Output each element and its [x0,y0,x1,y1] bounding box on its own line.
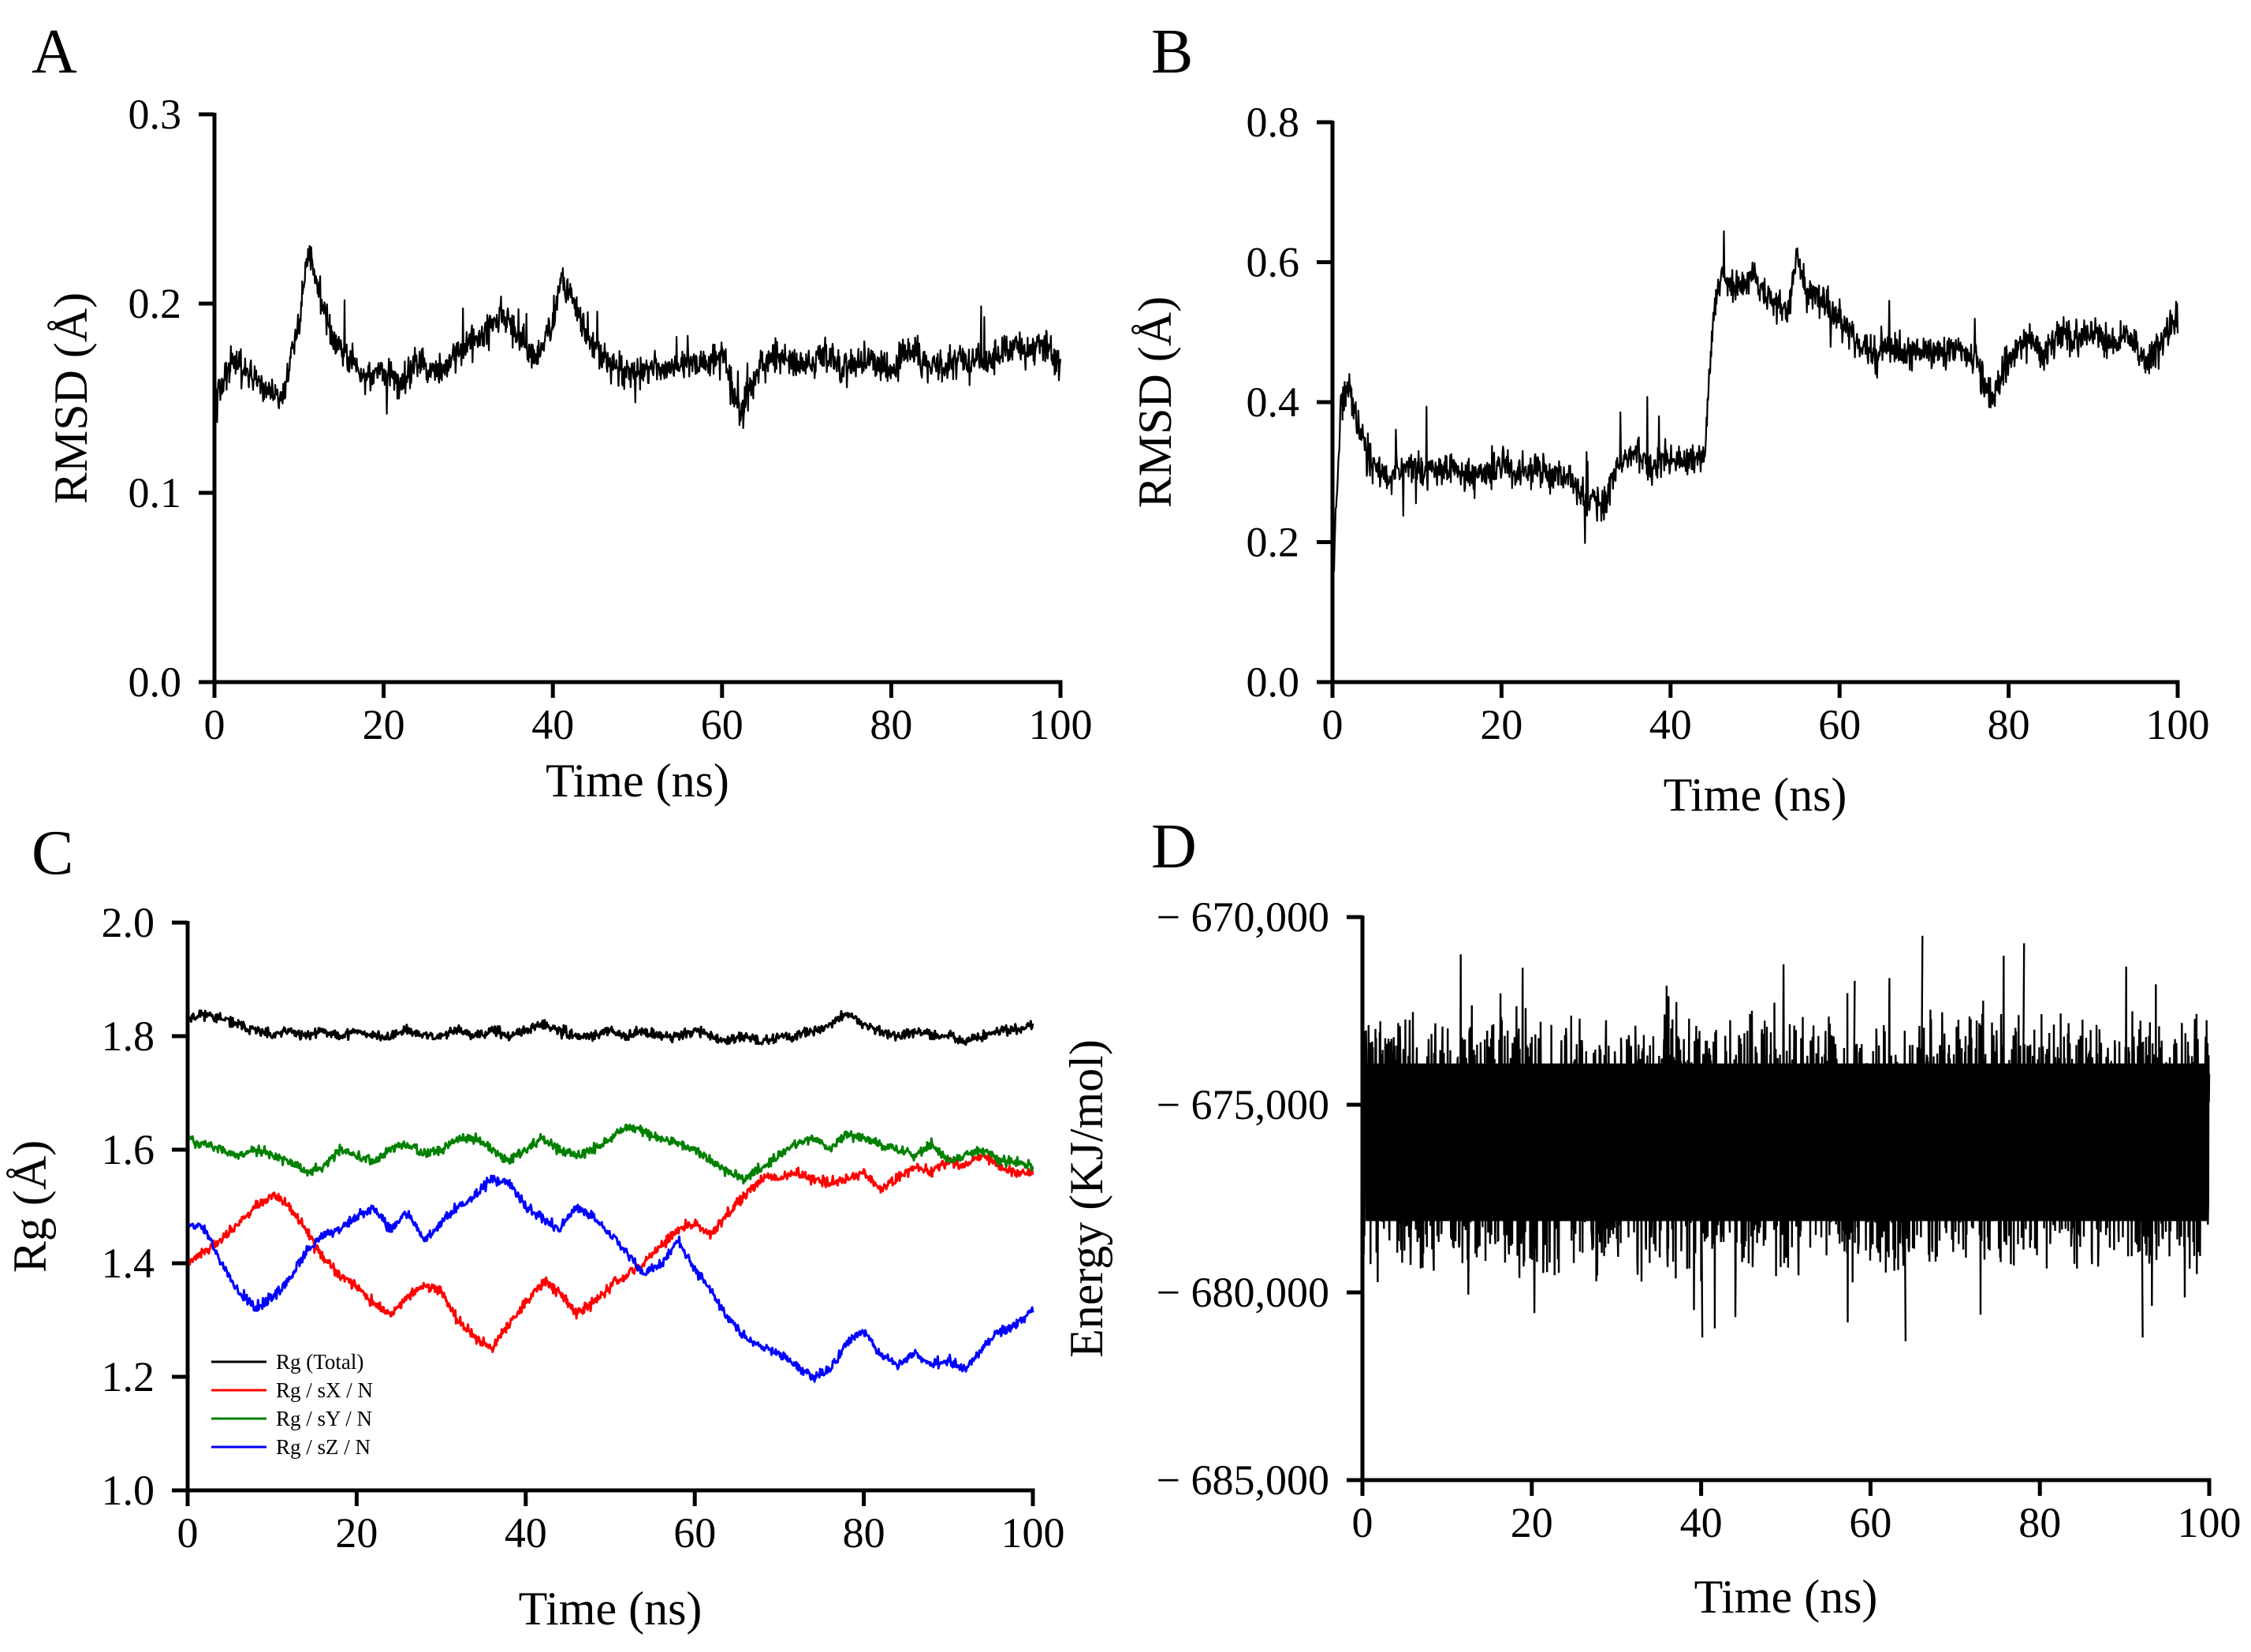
y-tick-label: 0.4 [1247,379,1300,426]
series-line [216,244,1062,430]
x-tick-label: 80 [843,1509,885,1557]
panel-label-a: A [32,17,77,87]
plot-a: 0 20 40 60 80 100 0.0 0.1 0.2 0.3 Time (ns) RMSD (Å… [45,91,1093,807]
x-tick-label: 60 [1849,1499,1891,1546]
x-tick-label: 40 [505,1509,547,1557]
y-tick-label: 1.2 [102,1353,155,1400]
y-tick-label: 1.0 [102,1467,155,1514]
y-axis-title: Rg (Å) [4,1140,56,1273]
x-tick-label: 40 [1649,701,1692,748]
panel-label-b: B [1151,17,1193,87]
x-tick-label: 60 [701,701,744,748]
y-tick-label: 0.2 [1247,519,1300,566]
legend-label: Rg / sX / N [276,1378,373,1402]
x-tick-label: 60 [673,1509,716,1557]
x-tick-label: 20 [1511,1499,1553,1546]
series-line [189,1123,1034,1185]
y-tick-label: − 680,000 [1157,1269,1329,1316]
x-tick-label: 60 [1818,701,1861,748]
y-axis-title: RMSD (Å) [45,293,97,504]
y-tick-label: 0.2 [129,280,182,327]
x-tick-label: 0 [204,701,225,748]
x-tick-label: 40 [1680,1499,1723,1546]
x-tick-label: 20 [363,701,405,748]
series-line [189,1151,1034,1353]
y-tick-label: − 675,000 [1157,1081,1329,1128]
x-tick-label: 80 [1988,701,2030,748]
series-line [1334,230,2179,576]
series-line [189,1174,1034,1383]
panel-d: D 0 20 40 60 80 100 − 685,000 − 680,000 − 675,00… [1060,812,2242,1623]
y-tick-label: 1.4 [102,1240,155,1287]
panel-label-c: C [32,819,73,888]
y-tick-label: − 670,000 [1157,893,1329,941]
plot-c: 0 20 40 60 80 100 1.0 1.2 1.4 1.6 1.8 2.0 Time (ns) R… [4,899,1065,1635]
x-axis-title: Time (ns) [1694,1571,1878,1623]
x-tick-label: 80 [870,701,912,748]
series-dense-band [1366,1063,2208,1221]
y-tick-label: 0.1 [129,469,182,516]
x-tick-label: 20 [335,1509,378,1557]
panel-c: C 0 20 40 60 80 100 1.0 1.2 1.4 1.6 1.8 2.0 Time (ns… [4,819,1065,1635]
panel-a: A 0 20 40 60 80 100 0.0 0.1 0.2 0.3 Time (ns) RMSD … [32,17,1093,807]
legend-label: Rg / sY / N [276,1407,372,1430]
y-tick-label: 0.0 [129,658,182,706]
x-tick-label: 100 [1029,701,1093,748]
legend-label: Rg / sZ / N [276,1435,371,1459]
x-tick-label: 100 [2178,1499,2242,1546]
y-tick-label: − 685,000 [1157,1456,1329,1504]
x-axis-title: Time (ns) [1664,769,1847,821]
x-axis-title: Time (ns) [546,755,729,807]
legend-label: Rg (Total) [276,1350,363,1374]
y-tick-label: 0.3 [129,91,182,138]
y-tick-label: 0.6 [1247,239,1300,286]
x-tick-label: 100 [1001,1509,1065,1557]
y-tick-label: 0.0 [1247,658,1300,706]
y-axis-title: Energy (KJ/mol) [1060,1039,1112,1358]
plot-b: 0 20 40 60 80 100 0.0 0.2 0.4 0.6 0.8 Time (ns) RMSD… [1129,99,2210,821]
y-tick-label: 0.8 [1247,99,1300,146]
x-tick-label: 80 [2018,1499,2061,1546]
panel-b: B 0 20 40 60 80 100 0.0 0.2 0.4 0.6 0.8 Time (ns) RM… [1129,17,2210,821]
x-tick-label: 0 [1352,1499,1373,1546]
legend: Rg (Total) Rg / sX / N Rg / sY / N Rg / sZ … [211,1350,373,1459]
y-tick-label: 2.0 [102,899,155,946]
panel-label-d: D [1151,812,1197,882]
y-tick-label: 1.8 [102,1012,155,1060]
plot-d: 0 20 40 60 80 100 − 685,000 − 680,000 − 675,000 −… [1060,893,2242,1623]
x-tick-label: 20 [1480,701,1522,748]
x-tick-label: 40 [531,701,574,748]
y-tick-label: 1.6 [102,1126,155,1173]
series-line [189,1009,1034,1046]
x-tick-label: 0 [1322,701,1344,748]
x-axis-title: Time (ns) [519,1583,703,1635]
y-axis-title: RMSD (Å) [1129,296,1181,508]
x-tick-label: 0 [177,1509,199,1557]
x-tick-label: 100 [2146,701,2210,748]
